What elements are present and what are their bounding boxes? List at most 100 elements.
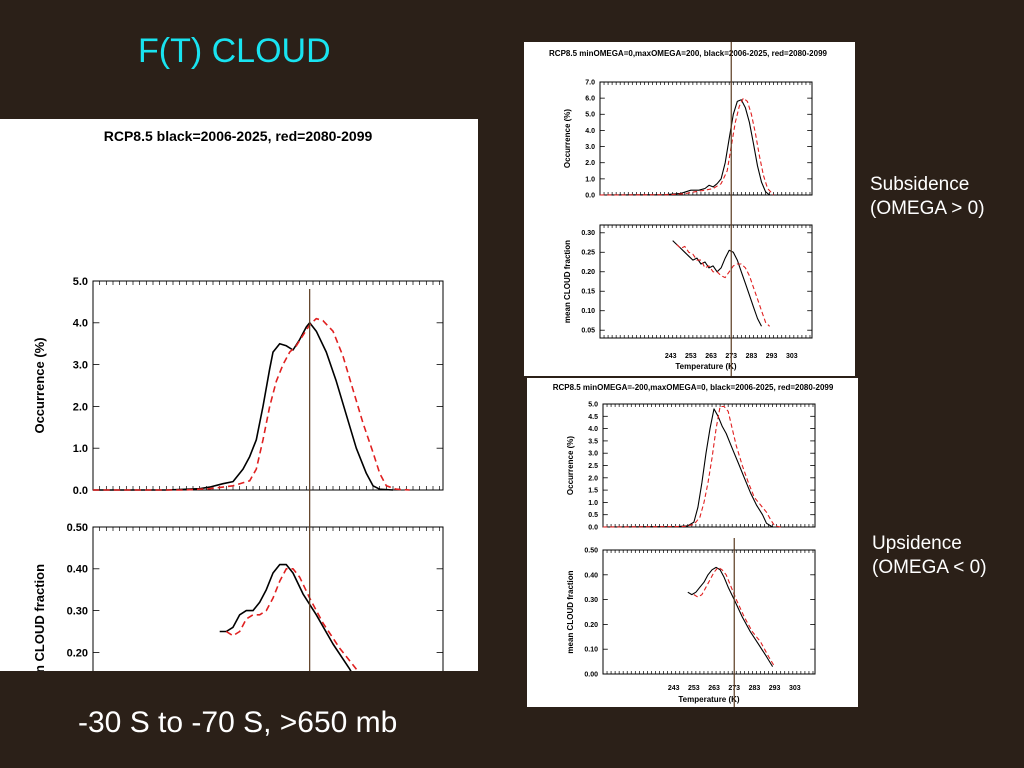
upsidence-ytick-label: 4.0 [588,426,598,433]
main-ytick-label: 0.0 [73,485,88,497]
upsidence-ytick-label: 0.30 [584,597,598,604]
upsidence-xlabel: Temperature (K) [678,695,740,704]
subsidence-xtick-label: 263 [705,353,717,360]
upsidence-panel-2-series-red [693,566,776,667]
main-ylabel: mean CLOUD fraction [32,564,47,671]
main-panel-1-series-red [93,317,410,491]
subsidence-note: Subsidence (OMEGA > 0) [870,173,985,221]
subsidence-panel-2: 0.05 0.10 0.15 0.20 0.25 0.30 mean CLOUD fract… [563,224,813,339]
upsidence-ytick-label: 0.5 [588,512,598,519]
subsidence-ytick-label: 0.0 [585,192,595,199]
upsidence-chart-panel: RCP8.5 minOMEGA=-200,maxOMEGA=0, black=2… [527,378,858,707]
subsidence-panel-2-series-red [676,244,770,327]
main-ytick-label: 4.0 [73,318,88,330]
upsidence-xtick-label: 283 [749,685,761,692]
main-chart-panel: RCP8.5 black=2006-2025, red=2080-2099 0.0… [0,119,478,764]
subsidence-ytick-label: 4.0 [585,128,595,135]
upsidence-ytick-label: 2.5 [588,463,598,470]
upsidence-xtick-label: 243 [668,685,680,692]
main-panel-2-series-red [225,568,388,724]
upsidence-ytick-label: 1.0 [588,500,598,507]
upsidence-ytick-label: 0.50 [584,547,598,554]
subsidence-ytick-label: 0.30 [581,230,595,237]
upsidence-ytick-label: 2.0 [588,475,598,482]
subsidence-xtick-label: 283 [746,353,758,360]
upsidence-ytick-label: 0.00 [584,671,598,678]
subsidence-ytick-label: 2.0 [585,160,595,167]
upsidence-xtick-label: 303 [789,685,801,692]
upsidence-panel-1-series-black [602,408,773,528]
subsidence-ylabel: mean CLOUD fraction [563,240,572,323]
upsidence-ytick-label: 4.5 [588,414,598,421]
subsidence-panel-1-series-black [599,99,770,196]
upsidence-ytick-label: 3.5 [588,438,598,445]
subsidence-panel-1: 0.0 1.0 2.0 3.0 4.0 5.0 6.0 7.0 Occurrence (%) [563,79,813,199]
subsidence-ytick-label: 0.05 [581,328,595,335]
subsidence-panel-1-series-red [599,97,775,196]
upsidence-panel-1-series-red [602,405,781,528]
subsidence-chart-panel: RCP8.5 minOMEGA=0,maxOMEGA=200, black=20… [524,32,855,376]
main-panel-1-frame [92,280,444,491]
subsidence-panel-2-frame [599,224,813,339]
subsidence-ylabel: Occurrence (%) [563,109,572,168]
upsidence-panel-1-frame [602,403,816,528]
subsidence-ytick-label: 6.0 [585,96,595,103]
subsidence-xtick-label: 253 [685,353,697,360]
upsidence-ytick-label: 3.0 [588,451,598,458]
upsidence-ytick-label: 0.20 [584,622,598,629]
upsidence-xtick-label: 253 [688,685,700,692]
main-ytick-label: 5.0 [73,276,88,288]
main-panel-1-series-black [93,322,394,491]
subsidence-ytick-label: 5.0 [585,112,595,119]
subsidence-ytick-label: 7.0 [585,79,595,86]
subsidence-xlabel: Temperature (K) [675,362,737,371]
subsidence-chart-title: RCP8.5 minOMEGA=0,maxOMEGA=200, black=20… [549,49,827,58]
upsidence-panel-1: 0.0 0.5 1.0 1.5 2.0 2.5 3.0 3.5 4.0 4.5 5.0 Occurre… [566,401,816,531]
main-ytick-label: 1.0 [73,443,88,455]
slide-title: F(T) CLOUD [138,32,331,70]
upsidence-ylabel: Occurrence (%) [566,436,575,495]
upsidence-note: Upsidence (OMEGA < 0) [872,532,987,580]
subsidence-ytick-label: 0.20 [581,269,595,276]
subsidence-ytick-label: 0.25 [581,250,595,257]
main-ytick-label: 2.0 [73,401,88,413]
subsidence-xtick-label: 243 [665,353,677,360]
upsidence-ytick-label: 0.10 [584,647,598,654]
main-panel-1: 0.0 1.0 2.0 3.0 4.0 5.0 Occurrence (%) [32,276,444,497]
upsidence-ytick-label: 0.40 [584,572,598,579]
upsidence-ytick-label: 5.0 [588,401,598,408]
subsidence-ytick-label: 1.0 [585,176,595,183]
subsidence-ytick-label: 0.10 [581,308,595,315]
subsidence-ytick-label: 0.15 [581,289,595,296]
upsidence-chart-title: RCP8.5 minOMEGA=-200,maxOMEGA=0, black=2… [553,383,834,392]
upsidence-chart: RCP8.5 minOMEGA=-200,maxOMEGA=0, black=2… [553,383,834,707]
main-ytick-label: 0.30 [67,605,88,617]
main-ylabel: Occurrence (%) [32,337,47,433]
main-chart: RCP8.5 black=2006-2025, red=2080-2099 0.0… [32,128,444,764]
main-ytick-label: 3.0 [73,359,88,371]
upsidence-ytick-label: 0.0 [588,524,598,531]
upsidence-ytick-label: 1.5 [588,488,598,495]
upsidence-panel-2-frame [602,549,816,675]
main-ytick-label: 0.50 [67,522,88,534]
subsidence-xtick-label: 293 [766,353,778,360]
upsidence-panel-2-series-black [687,566,774,667]
upsidence-xtick-label: 263 [708,685,720,692]
upsidence-xtick-label: 293 [769,685,781,692]
subsidence-note-line-2: (OMEGA > 0) [870,198,985,219]
subsidence-chart: RCP8.5 minOMEGA=0,maxOMEGA=200, black=20… [549,32,828,376]
subsidence-panel-2-series-black [672,240,762,327]
main-panel-2-series-black [219,563,378,720]
main-ytick-label: 0.40 [67,564,88,576]
upsidence-note-line-2: (OMEGA < 0) [872,557,987,578]
subsidence-note-line-1: Subsidence [870,174,970,195]
main-chart-title: RCP8.5 black=2006-2025, red=2080-2099 [104,128,373,144]
main-panel-2-frame [92,526,444,737]
upsidence-panel-2: 0.00 0.10 0.20 0.30 0.40 0.50 mean CLOUD fract… [566,547,816,678]
upsidence-note-line-1: Upsidence [872,533,962,554]
main-ytick-label: 0.20 [67,647,88,659]
region-caption: -30 S to -70 S, >650 mb [78,706,398,739]
upsidence-ylabel: mean CLOUD fraction [566,570,575,653]
subsidence-panel-1-frame [599,81,813,196]
